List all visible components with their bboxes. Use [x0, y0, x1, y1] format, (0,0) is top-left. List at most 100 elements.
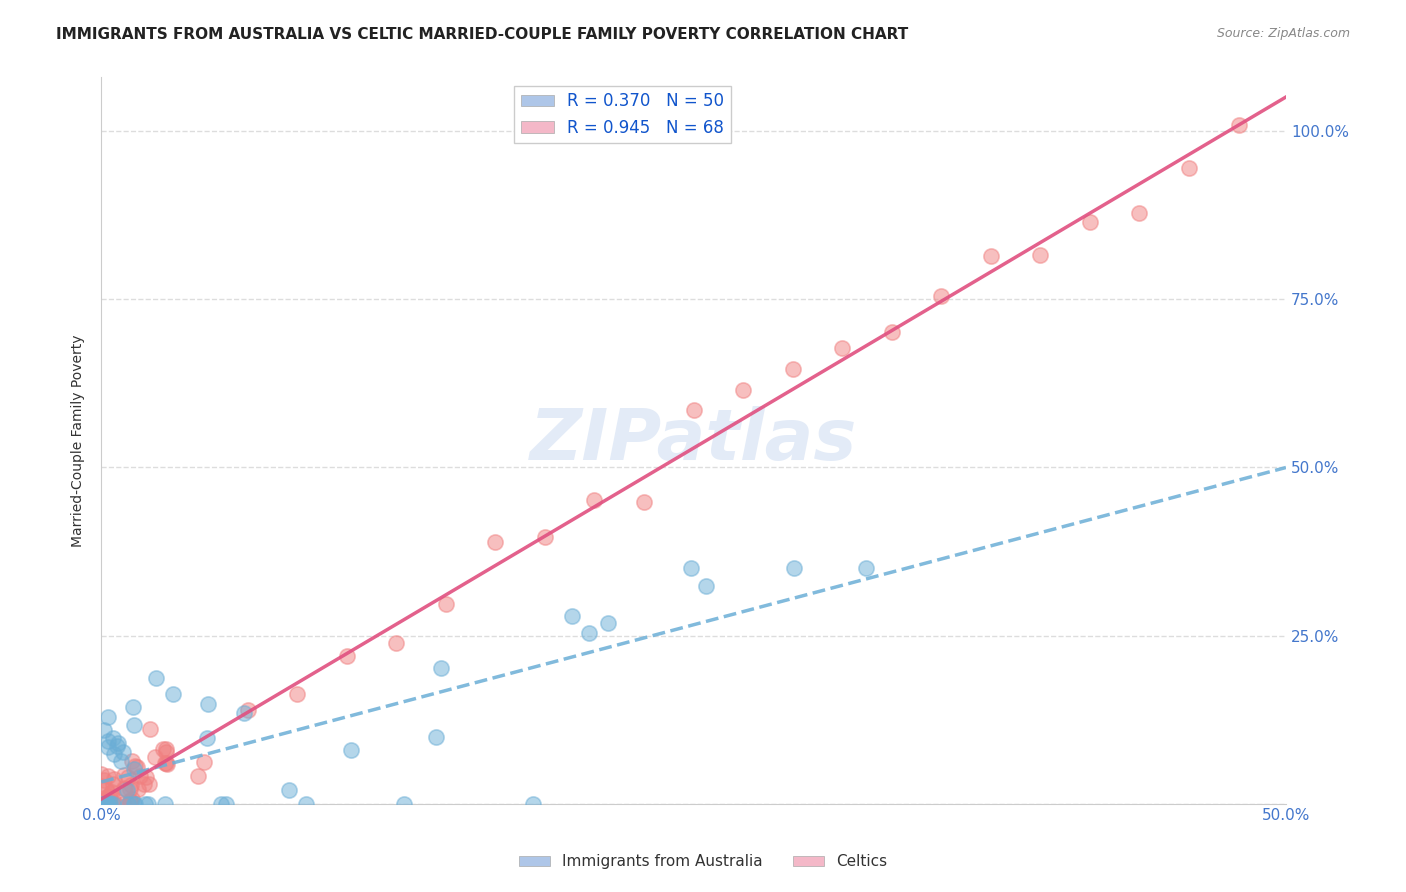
Point: [103, 777, 125, 791]
Point: [121, 791, 143, 805]
Point: [980, 249, 1002, 263]
Text: Source: ZipAtlas.com: Source: ZipAtlas.com: [1216, 27, 1350, 40]
Point: [91, 797, 114, 811]
Point: [1029, 247, 1052, 261]
Point: [104, 797, 127, 811]
Point: [197, 697, 219, 711]
Point: [209, 797, 232, 811]
Point: [101, 791, 124, 805]
Point: [93, 797, 115, 811]
Point: [782, 361, 804, 376]
Text: IMMIGRANTS FROM AUSTRALIA VS CELTIC MARRIED-COUPLE FAMILY POVERTY CORRELATION CH: IMMIGRANTS FROM AUSTRALIA VS CELTIC MARR…: [56, 27, 908, 42]
Point: [111, 745, 134, 759]
Point: [118, 794, 141, 808]
Point: [682, 403, 704, 417]
Point: [103, 731, 125, 745]
Point: [90, 767, 112, 781]
Point: [110, 754, 132, 768]
Legend: R = 0.370   N = 50, R = 0.945   N = 68: R = 0.370 N = 50, R = 0.945 N = 68: [515, 86, 731, 144]
Legend: Immigrants from Australia, Celtics: Immigrants from Australia, Celtics: [513, 848, 893, 875]
Point: [96, 797, 118, 811]
Point: [93, 723, 115, 737]
Point: [153, 797, 176, 811]
Point: [156, 756, 179, 771]
Point: [187, 769, 209, 783]
Point: [598, 615, 620, 630]
Point: [855, 561, 877, 575]
Point: [103, 797, 125, 811]
Point: [121, 754, 143, 768]
Point: [107, 736, 129, 750]
Point: [97, 733, 120, 747]
Point: [97, 769, 120, 783]
Point: [117, 797, 139, 811]
Point: [425, 730, 447, 744]
Point: [385, 636, 408, 650]
Point: [236, 703, 259, 717]
Point: [112, 781, 135, 796]
Point: [111, 797, 134, 811]
Point: [534, 530, 557, 544]
Point: [215, 797, 238, 811]
Point: [127, 782, 149, 797]
Point: [831, 341, 853, 355]
Point: [118, 781, 141, 796]
Point: [98, 788, 121, 802]
Point: [97, 797, 120, 811]
Point: [153, 756, 176, 771]
Point: [98, 789, 121, 803]
Point: [135, 771, 157, 785]
Point: [115, 783, 138, 797]
Point: [278, 783, 301, 797]
Point: [98, 797, 121, 811]
Point: [193, 755, 215, 769]
Point: [124, 797, 146, 811]
Point: [134, 797, 156, 811]
Point: [152, 742, 174, 756]
Point: [96, 797, 118, 811]
Point: [233, 706, 256, 720]
Point: [125, 760, 148, 774]
Point: [295, 797, 318, 811]
Point: [583, 493, 606, 508]
Point: [392, 797, 415, 811]
Point: [195, 731, 218, 745]
Point: [120, 795, 142, 809]
Point: [117, 770, 139, 784]
Point: [633, 494, 655, 508]
Point: [97, 739, 120, 754]
Point: [122, 797, 145, 811]
Point: [124, 718, 146, 732]
Point: [340, 743, 363, 757]
Point: [98, 792, 121, 806]
Point: [101, 785, 124, 799]
Point: [96, 793, 118, 807]
Point: [880, 325, 903, 339]
Point: [138, 722, 160, 736]
Point: [1078, 215, 1101, 229]
Point: [783, 561, 806, 575]
Text: ZIPatlas: ZIPatlas: [530, 406, 858, 475]
Point: [97, 710, 120, 724]
Point: [155, 745, 177, 759]
Point: [98, 796, 121, 810]
Point: [929, 288, 952, 302]
Point: [430, 661, 453, 675]
Point: [136, 797, 159, 811]
Point: [112, 768, 135, 782]
Point: [93, 791, 115, 805]
Point: [145, 671, 167, 685]
Point: [96, 781, 118, 796]
Point: [93, 797, 115, 811]
Point: [336, 648, 359, 663]
Point: [93, 772, 115, 787]
Point: [561, 608, 583, 623]
Point: [1178, 161, 1201, 176]
Point: [155, 756, 177, 771]
Point: [138, 777, 160, 791]
Point: [129, 769, 152, 783]
Point: [96, 797, 118, 811]
Point: [90, 779, 112, 793]
Point: [124, 758, 146, 772]
Point: [120, 779, 142, 793]
